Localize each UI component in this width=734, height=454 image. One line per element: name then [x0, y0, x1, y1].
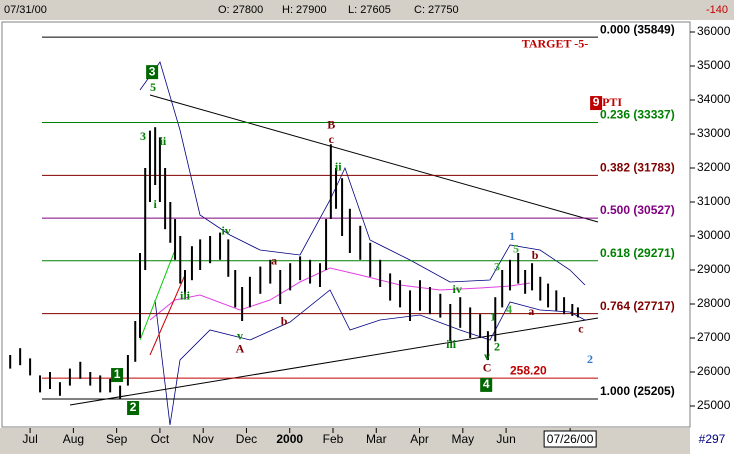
y-tick-label: 33000	[697, 126, 731, 140]
x-tick-label: Sep	[106, 432, 128, 446]
wave-label: 2	[130, 400, 137, 414]
x-tick-label: Dec	[236, 432, 257, 446]
moving-average	[149, 267, 531, 321]
wave-label: v	[237, 329, 243, 343]
wave-label: c	[329, 132, 335, 146]
wave-label: 2	[587, 352, 593, 366]
fib-label: 0.000 (35849)	[600, 22, 675, 36]
x-tick-label: 07/26/00	[547, 432, 594, 446]
x-tick-label: Aug	[63, 432, 84, 446]
wave-label: c	[578, 322, 584, 336]
y-tick-label: 25000	[697, 398, 731, 412]
count-box	[690, 428, 734, 454]
y-tick-label: 27000	[697, 330, 731, 344]
y-tick-label: 36000	[697, 24, 731, 38]
wave-label: iv	[221, 224, 230, 238]
x-tick-label: Jul	[22, 432, 37, 446]
wave-label: b	[281, 314, 288, 328]
wave-label: 3	[140, 129, 146, 143]
x-tick-label: Oct	[151, 432, 170, 446]
wave-label: 5	[513, 242, 519, 256]
wave-box	[127, 401, 140, 416]
header-low: L: 27605	[348, 4, 391, 16]
wave-label: 1	[490, 310, 496, 324]
overlays	[69, 61, 599, 426]
wave-label: 1	[509, 229, 515, 243]
trend-line	[69, 317, 599, 406]
wave-label: PTI	[602, 95, 622, 109]
y-tick-label: 30000	[697, 228, 731, 242]
fib-label: 258.20	[510, 363, 547, 377]
wave-label: 4	[483, 377, 490, 391]
wave-box	[111, 368, 124, 383]
wave-label: 9	[593, 95, 600, 109]
wave-label: ii	[160, 134, 167, 148]
date-box	[543, 430, 597, 448]
wave-label: iii	[446, 337, 457, 351]
channel-line	[149, 274, 186, 356]
wave-label: iv	[453, 282, 462, 296]
wave-label: iii	[180, 289, 191, 303]
wave-label: i	[153, 197, 157, 211]
header-open: O: 27800	[218, 4, 263, 16]
x-tick-label: Feb	[323, 432, 344, 446]
wave-label: 3	[149, 64, 156, 78]
wave-label: v	[484, 349, 490, 363]
trend-line	[149, 94, 599, 223]
bar-count: #297	[699, 432, 726, 446]
wave-label: 1	[114, 367, 121, 381]
channel-line	[139, 249, 176, 341]
x-tick-label: Nov	[193, 432, 214, 446]
wave-label: 5	[150, 80, 156, 94]
upper-band	[139, 61, 586, 286]
y-tick-label: 32000	[697, 160, 731, 174]
fib-label: 0.764 (27717)	[600, 299, 675, 313]
x-tick-label: May	[451, 432, 474, 446]
fib-label: 1.000 (25205)	[600, 384, 675, 398]
wave-box	[480, 377, 493, 392]
wave-label: a	[271, 254, 277, 268]
lower-band	[154, 289, 586, 426]
header-change: -140	[706, 4, 728, 16]
x-tick-label: 2000	[276, 432, 303, 446]
y-tick-label: 34000	[697, 92, 731, 106]
fib-label: 0.236 (33337)	[600, 108, 675, 122]
y-tick-label: 31000	[697, 194, 731, 208]
fib-label: 0.500 (30527)	[600, 203, 675, 217]
footer-bar	[0, 428, 734, 454]
header-date: 07/31/00	[4, 4, 47, 16]
wave-label: 4	[506, 302, 512, 316]
y-tick-label: 29000	[697, 262, 731, 276]
wave-label: ii	[335, 160, 342, 174]
y-tick-label: 26000	[697, 364, 731, 378]
wave-label: a	[528, 304, 534, 318]
wave-label: B	[327, 118, 335, 132]
wave-label: b	[532, 248, 539, 262]
x-tick-label: Mar	[366, 432, 387, 446]
wave-box	[146, 65, 159, 80]
wave-label: C	[483, 361, 492, 375]
y-tick-label: 28000	[697, 296, 731, 310]
wave-label: 2	[494, 340, 500, 354]
y-tick-label: 35000	[697, 58, 731, 72]
wave-label: TARGET -5-	[522, 37, 589, 51]
wave-label: A	[236, 342, 245, 356]
plot-frame	[1, 21, 691, 428]
x-tick-label: Apr	[410, 432, 429, 446]
fib-label: 0.618 (29271)	[600, 246, 675, 260]
fib-label: 0.382 (31783)	[600, 161, 675, 175]
header-bar	[0, 0, 734, 20]
header-close: C: 27750	[414, 4, 459, 16]
x-tick-label: Jun	[496, 432, 515, 446]
wave-box	[590, 96, 603, 111]
header-high: H: 27900	[282, 4, 327, 16]
wave-label: 3	[494, 260, 500, 274]
